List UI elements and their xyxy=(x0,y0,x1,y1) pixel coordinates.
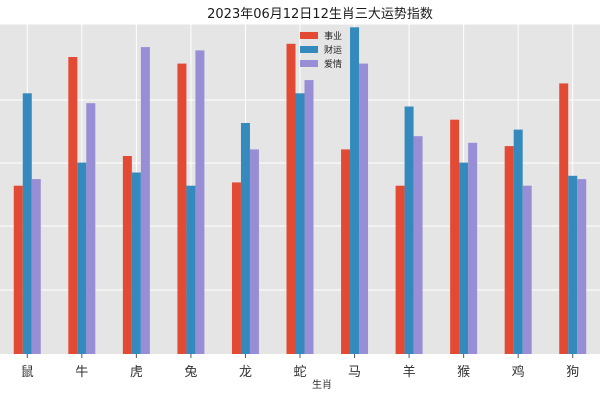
bar-财运-牛 xyxy=(77,162,87,354)
bar-爱情-虎 xyxy=(140,47,150,354)
bar-爱情-兔 xyxy=(195,50,205,355)
x-tick-label-5: 蛇 xyxy=(293,365,306,380)
bar-财运-鸡 xyxy=(513,129,523,354)
bar-爱情-羊 xyxy=(413,136,423,354)
legend-swatch-财运 xyxy=(300,46,318,53)
bar-事业-蛇 xyxy=(286,43,296,355)
bar-财运-蛇 xyxy=(295,93,305,355)
bar-爱情-龙 xyxy=(249,149,259,354)
bar-事业-猴 xyxy=(450,119,460,354)
bar-财运-鼠 xyxy=(22,93,32,355)
bars xyxy=(13,27,587,355)
x-tick-label-9: 鸡 xyxy=(512,364,525,380)
bar-财运-虎 xyxy=(131,172,141,354)
legend-swatch-爱情 xyxy=(300,60,318,67)
bar-事业-狗 xyxy=(559,83,569,355)
x-tick-label-4: 龙 xyxy=(239,365,252,380)
bar-事业-羊 xyxy=(395,185,405,354)
bar-财运-龙 xyxy=(240,123,250,354)
legend-swatch-事业 xyxy=(300,32,318,39)
bar-爱情-蛇 xyxy=(304,80,314,354)
bar-事业-鸡 xyxy=(504,146,514,354)
bar-爱情-猴 xyxy=(468,142,478,354)
x-tick-label-0: 鼠 xyxy=(21,365,34,380)
x-tick-label-3: 兔 xyxy=(184,365,197,380)
bar-爱情-牛 xyxy=(86,103,96,354)
bar-财运-狗 xyxy=(568,175,578,354)
x-tick-label-7: 羊 xyxy=(403,364,416,380)
bar-事业-鼠 xyxy=(13,185,23,354)
x-tick-label-10: 狗 xyxy=(566,365,579,380)
legend-label-爱情: 爱情 xyxy=(324,58,342,70)
bar-爱情-狗 xyxy=(577,179,587,354)
bar-财运-兔 xyxy=(186,185,196,354)
bar-爱情-马 xyxy=(359,63,369,354)
bar-事业-马 xyxy=(341,149,351,354)
bar-事业-牛 xyxy=(68,57,78,354)
legend-label-财运: 财运 xyxy=(324,44,342,56)
bar-事业-龙 xyxy=(231,182,241,354)
x-tick-label-2: 虎 xyxy=(130,365,143,380)
bar-爱情-鼠 xyxy=(31,179,41,354)
bar-事业-兔 xyxy=(177,63,187,354)
x-axis: 鼠牛虎兔龙蛇马羊猴鸡狗 xyxy=(21,354,579,380)
bar-财运-猴 xyxy=(459,162,469,354)
bar-爱情-鸡 xyxy=(522,185,532,354)
x-tick-label-8: 猴 xyxy=(457,365,470,380)
bar-财运-羊 xyxy=(404,106,414,354)
bar-财运-马 xyxy=(350,27,360,355)
x-axis-label: 生肖 xyxy=(312,378,332,391)
bar-事业-虎 xyxy=(122,156,132,354)
legend-label-事业: 事业 xyxy=(324,30,342,42)
chart-title: 2023年06月12日12生肖三大运势指数 xyxy=(207,6,433,22)
x-tick-label-6: 马 xyxy=(348,365,361,380)
x-tick-label-1: 牛 xyxy=(75,365,88,380)
